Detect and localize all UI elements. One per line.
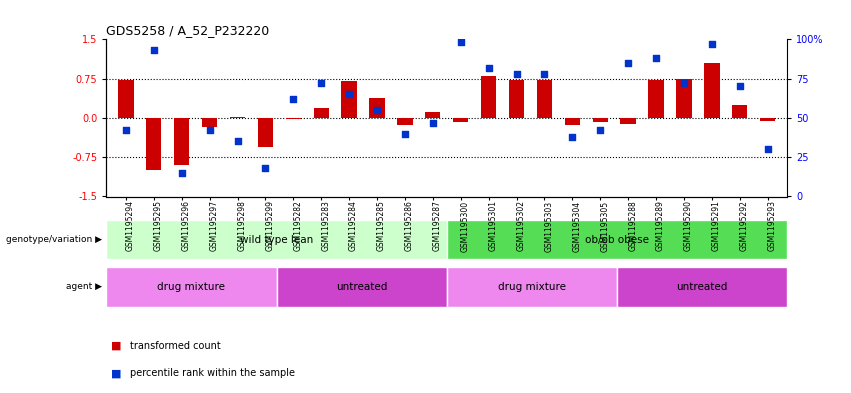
Text: agent ▶: agent ▶ <box>66 283 102 291</box>
Text: GSM1195297: GSM1195297 <box>209 200 219 252</box>
Text: genotype/variation ▶: genotype/variation ▶ <box>6 235 102 244</box>
Bar <box>447 220 787 259</box>
Point <box>538 71 551 77</box>
Bar <box>106 267 277 307</box>
Point <box>566 134 580 140</box>
Bar <box>258 118 273 147</box>
Bar <box>704 63 719 118</box>
Text: GDS5258 / A_52_P232220: GDS5258 / A_52_P232220 <box>106 24 270 37</box>
Text: GSM1195299: GSM1195299 <box>266 200 274 252</box>
Bar <box>648 80 664 118</box>
Text: ■: ■ <box>111 341 121 351</box>
Text: GSM1195303: GSM1195303 <box>545 200 553 252</box>
Text: GSM1195283: GSM1195283 <box>321 200 330 251</box>
Text: GSM1195294: GSM1195294 <box>126 200 135 252</box>
Point <box>454 39 467 46</box>
Bar <box>426 112 441 118</box>
Bar <box>453 118 468 122</box>
Bar <box>230 117 245 118</box>
Text: wild type lean: wild type lean <box>240 235 313 245</box>
Point <box>398 130 412 137</box>
Point <box>119 127 133 134</box>
Bar <box>118 80 134 118</box>
Point <box>426 119 440 126</box>
Bar <box>509 80 524 118</box>
Bar <box>106 220 447 259</box>
Text: GSM1195285: GSM1195285 <box>377 200 386 251</box>
Text: GSM1195300: GSM1195300 <box>460 200 470 252</box>
Point <box>259 165 272 171</box>
Text: GSM1195295: GSM1195295 <box>154 200 163 252</box>
Bar <box>732 105 747 118</box>
Text: GSM1195305: GSM1195305 <box>600 200 609 252</box>
Bar <box>617 267 787 307</box>
Text: GSM1195282: GSM1195282 <box>294 200 302 251</box>
Bar <box>447 267 617 307</box>
Point <box>649 55 663 61</box>
Text: ob/ob obese: ob/ob obese <box>585 235 649 245</box>
Point <box>510 71 523 77</box>
Text: drug mixture: drug mixture <box>498 282 566 292</box>
Point <box>677 80 691 86</box>
Bar <box>565 118 580 125</box>
Bar <box>146 118 162 170</box>
Point <box>147 47 161 53</box>
Bar <box>277 267 447 307</box>
Text: GSM1195293: GSM1195293 <box>768 200 777 252</box>
Point <box>593 127 607 134</box>
Text: transformed count: transformed count <box>130 341 221 351</box>
Text: untreated: untreated <box>336 282 387 292</box>
Text: GSM1195298: GSM1195298 <box>237 200 247 251</box>
Bar <box>397 118 413 125</box>
Point <box>203 127 216 134</box>
Bar <box>481 76 496 118</box>
Text: percentile rank within the sample: percentile rank within the sample <box>130 368 295 378</box>
Text: GSM1195296: GSM1195296 <box>182 200 191 252</box>
Text: GSM1195291: GSM1195291 <box>711 200 721 251</box>
Point <box>761 146 774 152</box>
Point <box>370 107 384 113</box>
Point <box>342 91 356 97</box>
Text: GSM1195301: GSM1195301 <box>488 200 498 252</box>
Point <box>621 60 635 66</box>
Point <box>175 170 189 176</box>
Text: GSM1195284: GSM1195284 <box>349 200 358 251</box>
Bar <box>202 118 217 127</box>
Bar <box>592 118 608 122</box>
Text: GSM1195292: GSM1195292 <box>740 200 749 251</box>
Text: drug mixture: drug mixture <box>157 282 226 292</box>
Point <box>705 41 718 47</box>
Point <box>733 83 746 90</box>
Bar <box>369 98 385 118</box>
Point <box>287 96 300 102</box>
Text: GSM1195304: GSM1195304 <box>573 200 581 252</box>
Bar <box>313 108 328 118</box>
Bar <box>537 80 552 118</box>
Text: GSM1195286: GSM1195286 <box>405 200 414 251</box>
Text: GSM1195302: GSM1195302 <box>517 200 526 252</box>
Bar <box>174 118 190 165</box>
Bar <box>341 81 357 118</box>
Text: GSM1195288: GSM1195288 <box>628 200 637 251</box>
Point <box>314 80 328 86</box>
Bar <box>677 79 692 118</box>
Text: GSM1195289: GSM1195289 <box>656 200 665 251</box>
Text: ■: ■ <box>111 368 121 378</box>
Bar <box>620 118 636 124</box>
Point <box>231 138 244 145</box>
Text: GSM1195287: GSM1195287 <box>433 200 442 251</box>
Bar <box>286 118 301 119</box>
Bar <box>760 118 775 121</box>
Text: GSM1195290: GSM1195290 <box>684 200 693 252</box>
Text: untreated: untreated <box>677 282 728 292</box>
Point <box>482 64 495 71</box>
